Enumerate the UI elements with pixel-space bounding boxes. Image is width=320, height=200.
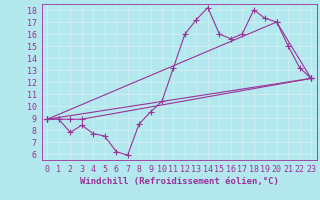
X-axis label: Windchill (Refroidissement éolien,°C): Windchill (Refroidissement éolien,°C) — [80, 177, 279, 186]
